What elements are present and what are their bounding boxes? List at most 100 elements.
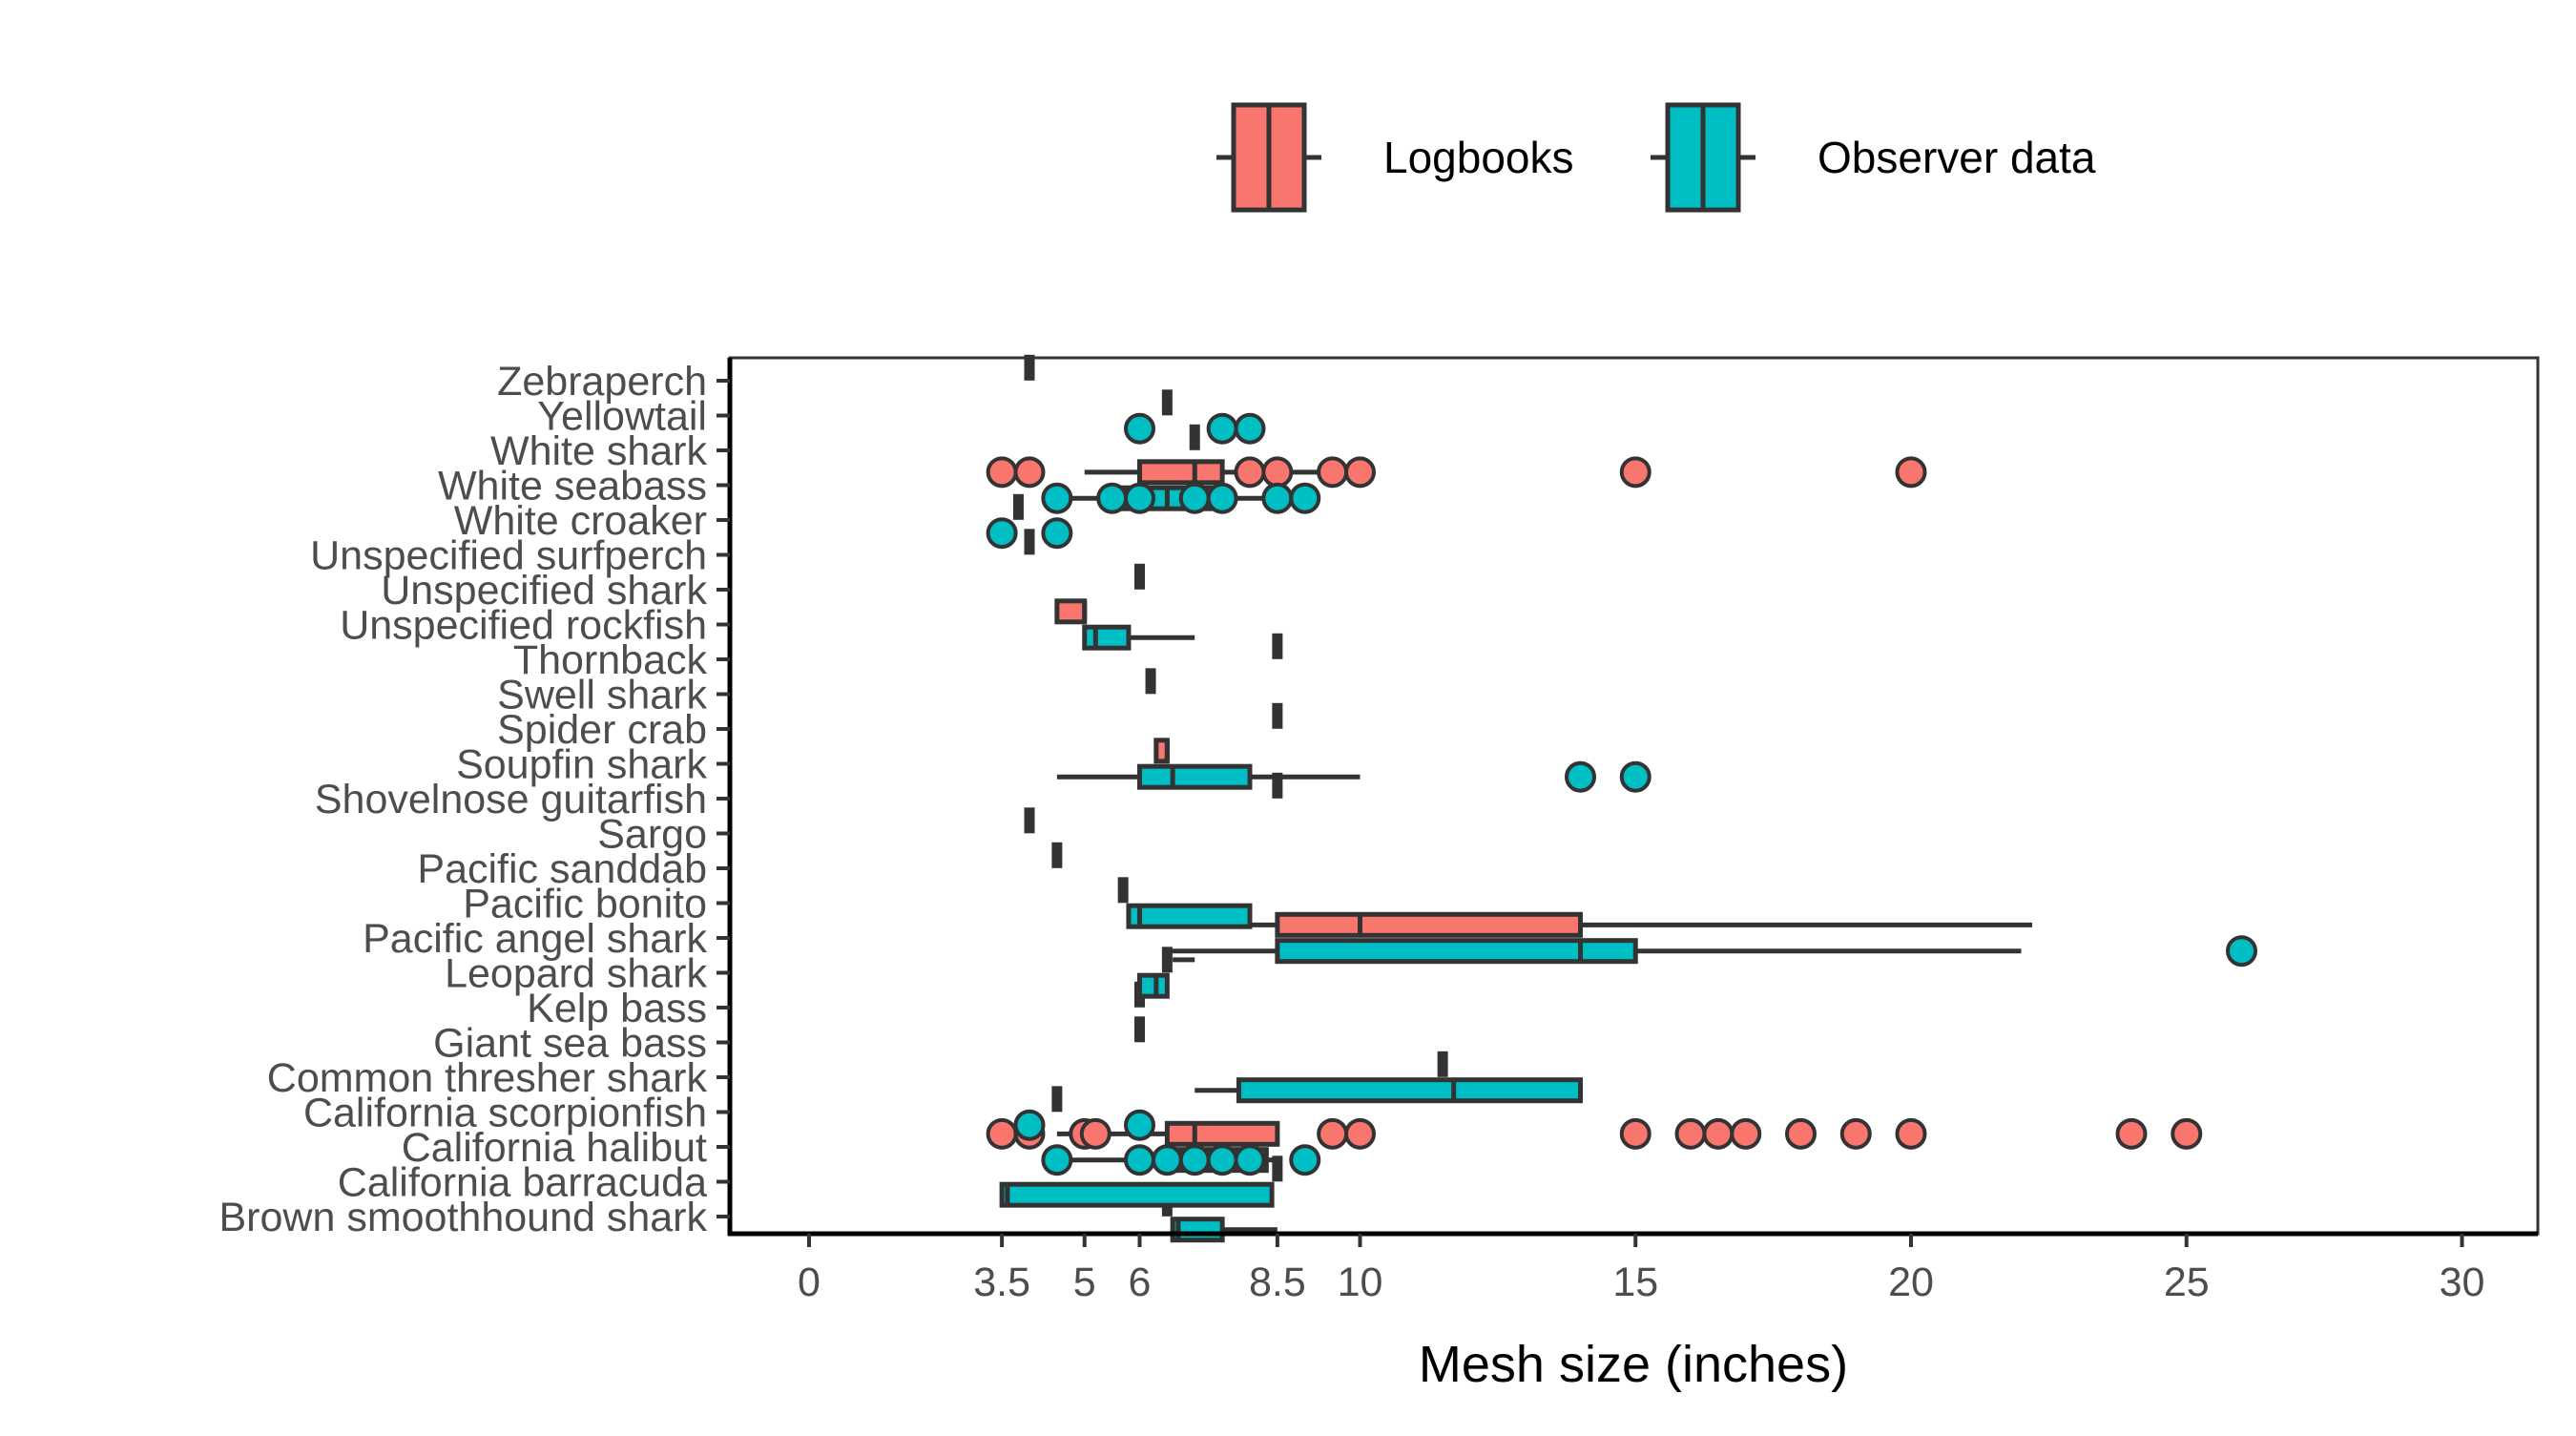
logbooks-california-halibut-outlier-5 [1344,1117,1376,1150]
observer-data-california-scorpionfish-outlier-1 [1124,1109,1155,1141]
y-tick-label-unspecified-surfperch: Unspecified surfperch [310,533,707,579]
observer-data-common-thresher-shark-box [1236,1077,1583,1104]
x-tick-label-8-5: 8.5 [1249,1259,1306,1305]
logbooks-california-halibut-outlier-8 [1702,1117,1735,1150]
logbooks-white-seabass-outlier-1 [1013,456,1046,489]
logbooks-california-halibut-outlier-3 [1079,1117,1111,1150]
observer-data-california-halibut-outlier-1 [1124,1144,1155,1176]
y-tick-label-california-barracuda: California barracuda [338,1160,707,1206]
x-tick-label-25: 25 [2164,1259,2210,1305]
logbooks-white-seabass-box [1137,459,1225,486]
logbooks-unspecified-rockfish-box [1054,598,1088,625]
observer-data-white-seabass-outlier-2 [1124,482,1155,514]
logbooks-california-halibut-outlier-14 [2171,1117,2203,1150]
plot-panel [728,356,2540,1236]
observer-data-leopard-shark-box [1137,972,1170,999]
observer-data-soupfin-shark-box [1137,763,1253,790]
observer-data-yellowtail-outlier-1 [1206,412,1238,445]
y-tick-label-white-croaker: White croaker [454,498,707,544]
x-tick-label-5: 5 [1073,1259,1096,1305]
y-tick-label-california-scorpionfish: California scorpionfish [303,1091,707,1136]
observer-data-white-seabass-outlier-6 [1289,482,1321,514]
axes: 0 3.5 5 6 8.5 10 15 20 25 30ZebraperchYellowtailW… [218,356,2540,1305]
x-tick-label-0: 0 [798,1259,821,1305]
y-tick-label-spider-crab: Spider crab [497,707,707,753]
logbooks-california-halibut-box [1164,1120,1280,1147]
logbooks-white-seabass-outlier-6 [1619,456,1652,489]
observer-data-white-seabass-outlier-4 [1206,482,1238,514]
observer-data-california-halibut-outlier-2 [1151,1144,1183,1176]
x-tick-label-10: 10 [1338,1259,1383,1305]
logbooks-white-seabass-outlier-3 [1261,456,1294,489]
y-tick-label-white-shark: White shark [490,428,708,474]
observer-data-california-barracuda-box [999,1181,1275,1208]
y-tick-label-leopard-shark: Leopard shark [445,951,707,997]
y-tick-label-pacific-sanddab: Pacific sanddab [417,846,707,892]
logbooks-white-seabass-outlier-5 [1344,456,1376,489]
observer-data-yellowtail-outlier-2 [1234,412,1266,445]
y-tick-label-california-halibut: California halibut [402,1125,707,1171]
y-tick-label-giant-sea-bass: Giant sea bass [433,1021,707,1067]
y-tick-label-soupfin-shark: Soupfin shark [456,742,707,788]
logbooks-california-halibut-outlier-7 [1674,1117,1707,1150]
logbooks-california-halibut-outlier-12 [1895,1117,1927,1150]
observer-data-soupfin-shark-outlier-1 [1619,760,1652,793]
observer-data-yellowtail-outlier-0 [1124,412,1155,445]
x-tick-label-3-5: 3.5 [973,1259,1030,1305]
logbooks-white-seabass-outlier-2 [1234,456,1266,489]
y-tick-label-yellowtail: Yellowtail [537,394,707,440]
x-axis-title: Mesh size (inches) [1419,1336,1848,1393]
x-tick-label-20: 20 [1888,1259,1934,1305]
x-tick-label-6: 6 [1129,1259,1152,1305]
logbooks-california-halibut-outlier-11 [1839,1117,1872,1150]
observer-data-pacific-angel-shark-outlier-0 [2226,935,2257,968]
y-tick-label-kelp-bass: Kelp bass [527,986,707,1031]
observer-data-white-seabass-outlier-3 [1178,482,1211,514]
x-tick-label-30: 30 [2440,1259,2485,1305]
y-tick-label-shovelnose-guitarfish: Shovelnose guitarfish [315,777,707,822]
logbooks-white-seabass-outlier-4 [1317,456,1349,489]
y-tick-label-swell-shark: Swell shark [497,673,707,718]
y-tick-label-unspecified-shark: Unspecified shark [381,568,707,614]
observer-data-white-seabass-outlier-1 [1096,482,1129,514]
observer-data-white-seabass-outlier-5 [1261,482,1294,514]
observer-data-white-croaker-outlier-0 [986,517,1018,550]
y-tick-label-pacific-angel-shark: Pacific angel shark [363,916,707,962]
observer-data-unspecified-rockfish-box [1082,624,1132,651]
x-tick-label-15: 15 [1612,1259,1658,1305]
observer-data-california-halibut-outlier-6 [1289,1144,1321,1176]
y-tick-label-unspecified-rockfish: Unspecified rockfish [340,603,707,649]
logbooks-california-halibut-outlier-4 [1317,1117,1349,1150]
observer-data-white-seabass-outlier-0 [1041,482,1073,514]
observer-data-california-halibut-outlier-4 [1206,1144,1238,1176]
logbooks-california-halibut-outlier-13 [2115,1117,2148,1150]
observer-data-california-halibut-outlier-0 [1041,1144,1073,1176]
observer-data-white-croaker-outlier-1 [1041,517,1073,550]
observer-data-pacific-angel-shark-box [1275,938,1638,965]
y-tick-label-thornback: Thornback [513,637,708,683]
y-tick-label-zebraperch: Zebraperch [497,359,707,405]
logbooks-california-halibut-outlier-9 [1730,1117,1762,1150]
observer-data-pacific-bonito-box [1126,903,1253,929]
y-tick-label-sargo: Sargo [597,812,707,858]
legend: Logbooks Observer data [1216,102,2096,213]
logbooks-white-seabass-outlier-0 [986,456,1018,489]
logbooks-california-halibut-outlier-10 [1785,1117,1817,1150]
observer-data-soupfin-shark-outlier-0 [1565,760,1596,793]
legend-label-observer-data: Observer data [1818,133,2096,182]
y-tick-label-brown-smoothhound-shark: Brown smoothhound shark [218,1195,707,1240]
y-tick-label-common-thresher-shark: Common thresher shark [267,1055,708,1101]
y-tick-label-white-seabass: White seabass [438,464,707,510]
legend-label-logbooks: Logbooks [1383,133,1574,182]
observer-data-california-halibut-outlier-5 [1234,1144,1266,1176]
observer-data-california-halibut-outlier-3 [1178,1144,1211,1176]
logbooks-california-halibut-outlier-6 [1619,1117,1652,1150]
y-tick-label-pacific-bonito: Pacific bonito [463,882,707,927]
observer-data-california-scorpionfish-outlier-0 [1013,1109,1046,1141]
plot-marks [986,354,2257,1243]
logbooks-white-seabass-outlier-7 [1895,456,1927,489]
logbooks-pacific-angel-shark-box [1275,911,1583,938]
logbooks-california-halibut-outlier-0 [986,1117,1018,1150]
